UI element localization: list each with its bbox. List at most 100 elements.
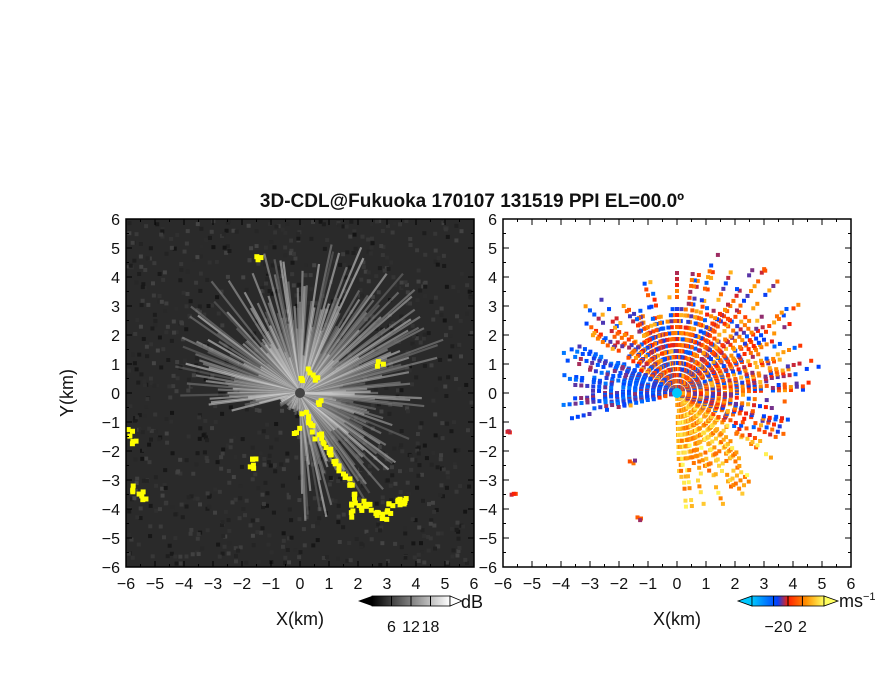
- noise-cell: [169, 338, 174, 343]
- noise-cell: [300, 223, 305, 228]
- yellow-echo-cell: [305, 366, 311, 372]
- noise-cell: [420, 528, 425, 533]
- yellow-echo-cell: [386, 501, 392, 507]
- noise-cell: [210, 426, 215, 431]
- noise-cell: [251, 543, 256, 548]
- velocity-cell: [754, 326, 759, 331]
- noise-cell: [221, 447, 226, 452]
- velocity-cell: [752, 386, 757, 391]
- x-tick-label: 2: [354, 576, 363, 593]
- noise-cell: [468, 295, 473, 300]
- velocity-cell: [615, 394, 620, 399]
- noise-cell: [415, 448, 420, 453]
- noise-cell: [152, 261, 157, 266]
- noise-cell: [261, 501, 266, 506]
- velocity-cell: [782, 325, 787, 330]
- noise-cell: [393, 282, 398, 287]
- velocity-cell: [716, 490, 721, 495]
- noise-cell: [185, 229, 190, 234]
- noise-cell: [312, 496, 317, 501]
- x-tick-label: −1: [262, 576, 280, 593]
- velocity-cell: [770, 385, 775, 390]
- velocity-cell: [764, 356, 769, 361]
- velocity-cell: [716, 415, 721, 419]
- yellow-echo-cell: [365, 501, 371, 507]
- velocity-cell: [800, 384, 805, 389]
- noise-cell: [301, 527, 306, 532]
- noise-cell: [433, 433, 438, 438]
- noise-cell: [432, 546, 437, 551]
- noise-cell: [385, 559, 390, 564]
- velocity-cell: [740, 387, 745, 392]
- noise-cell: [145, 354, 150, 359]
- noise-cell: [364, 420, 369, 425]
- yellow-echo-cell: [136, 491, 142, 497]
- noise-cell: [165, 440, 170, 445]
- right-velocity-rays: [505, 252, 821, 523]
- velocity-cell: [653, 341, 658, 346]
- velocity-cell: [746, 347, 751, 352]
- noise-cell: [147, 426, 152, 431]
- velocity-cell: [804, 366, 809, 371]
- velocity-cell: [755, 328, 760, 333]
- velocity-cell: [776, 316, 781, 321]
- radar-center: [295, 388, 305, 398]
- velocity-cell: [639, 399, 644, 404]
- noise-cell: [129, 537, 134, 542]
- velocity-cell: [725, 372, 730, 377]
- noise-cell: [359, 544, 364, 549]
- noise-cell: [160, 234, 165, 239]
- velocity-cell: [724, 458, 729, 463]
- noise-cell: [314, 301, 319, 306]
- velocity-cell: [695, 434, 700, 439]
- velocity-cell: [758, 386, 763, 391]
- noise-cell: [439, 531, 444, 536]
- yellow-echo-cell: [130, 489, 136, 495]
- velocity-cell: [722, 329, 727, 334]
- velocity-cell: [689, 504, 694, 509]
- velocity-cell: [716, 382, 721, 387]
- noise-cell: [403, 531, 408, 536]
- noise-cell: [380, 228, 385, 233]
- velocity-cell: [587, 351, 592, 356]
- noise-cell: [399, 443, 404, 448]
- velocity-cell: [657, 395, 662, 400]
- velocity-cell: [592, 377, 597, 382]
- velocity-cell: [509, 492, 514, 497]
- velocity-cell: [763, 268, 768, 273]
- velocity-cell: [574, 375, 579, 380]
- noise-cell: [261, 331, 266, 336]
- noise-cell: [382, 268, 387, 273]
- velocity-cell: [680, 391, 685, 396]
- velocity-cell: [699, 342, 704, 347]
- noise-cell: [262, 456, 267, 461]
- noise-cell: [200, 546, 205, 551]
- velocity-cell: [717, 463, 721, 468]
- noise-cell: [457, 545, 462, 550]
- yellow-echo-cell: [254, 254, 260, 260]
- velocity-cell: [750, 370, 755, 375]
- noise-cell: [142, 383, 147, 388]
- velocity-cell: [666, 325, 671, 330]
- noise-cell: [261, 505, 266, 510]
- noise-cell: [393, 481, 398, 486]
- velocity-cell: [720, 468, 724, 473]
- noise-cell: [410, 517, 415, 522]
- noise-cell: [133, 488, 138, 493]
- noise-cell: [361, 260, 366, 265]
- velocity-cell: [643, 354, 648, 359]
- noise-cell: [315, 538, 320, 543]
- noise-cell: [186, 434, 191, 439]
- velocity-cell: [724, 346, 729, 351]
- noise-cell: [186, 377, 191, 382]
- velocity-cell: [711, 412, 716, 416]
- yellow-echo-cell: [397, 502, 403, 508]
- noise-cell: [199, 226, 204, 231]
- noise-cell: [256, 261, 261, 266]
- velocity-cell: [603, 381, 608, 386]
- velocity-cell: [699, 445, 704, 450]
- velocity-cell: [720, 461, 725, 466]
- velocity-cell: [689, 314, 694, 319]
- velocity-cell: [726, 302, 730, 307]
- noise-cell: [434, 387, 439, 392]
